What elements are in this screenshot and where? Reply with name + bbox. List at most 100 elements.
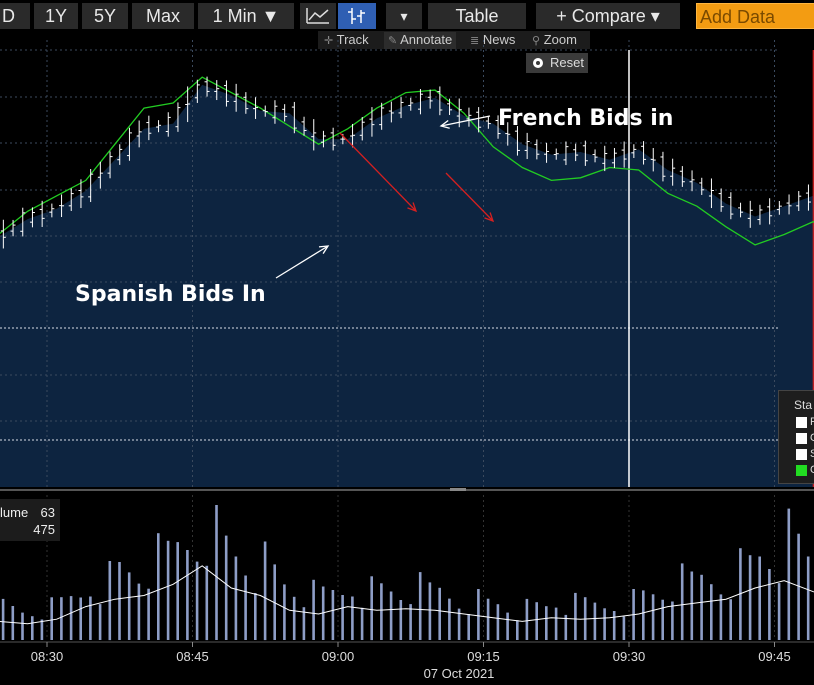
line-chart-icon (306, 8, 329, 24)
volume-bar (612, 611, 616, 640)
price-area (0, 84, 814, 487)
legend-label-o: O (810, 433, 814, 444)
volume-bar (593, 602, 597, 640)
x-tick-label: 09:00 (322, 649, 355, 664)
volume-bar (418, 572, 422, 640)
chart-subtoolbar: ✛ Track ✎ Annotate ≣ News ⚲ Zoom (318, 31, 590, 49)
x-tick-label: 09:30 (613, 649, 646, 664)
range-1y-button[interactable]: 1Y (34, 3, 78, 29)
decline-arrow-2 (445, 172, 494, 222)
volume-bar (283, 584, 286, 640)
volume-bar (351, 596, 354, 640)
volume-bar (806, 556, 810, 640)
spanish-bids-annotation[interactable]: Spanish Bids In (75, 282, 266, 307)
volume-bar (710, 584, 713, 640)
interval-dropdown[interactable]: 1 Min ▼ (198, 3, 294, 29)
zoom-label: Zoom (543, 32, 577, 47)
legend-swatch-s[interactable] (796, 449, 807, 460)
volume-bar (50, 597, 53, 640)
volume-bar (690, 571, 694, 640)
volume-bar (31, 616, 34, 640)
volume-bar (341, 595, 344, 640)
spanish-bids-arrow-head (318, 245, 330, 254)
annotate-tool[interactable]: ✎ Annotate (384, 32, 457, 49)
volume-bar (21, 612, 24, 640)
range-max-button[interactable]: Max (132, 3, 194, 29)
volume-bar (680, 563, 684, 641)
reset-button[interactable]: Reset (526, 53, 588, 73)
legend-label-s: S (810, 448, 814, 460)
volume-bar (370, 576, 373, 641)
volume-bar (748, 555, 752, 640)
add-data-input[interactable]: Add Data (696, 3, 814, 29)
reset-label: Reset (550, 55, 584, 70)
chart-toolbar: D 1Y 5Y Max 1 Min ▼ ▾ Table + Compare ▾ … (0, 0, 814, 32)
decline-arrow-1-head (407, 202, 418, 213)
range-5y-button[interactable]: 5Y (82, 3, 128, 29)
french-bids-arrow-head (439, 119, 450, 129)
volume-bar (380, 583, 383, 640)
volume-bar (157, 533, 160, 640)
legend-label-p: P (810, 416, 814, 428)
table-button[interactable]: Table (428, 3, 526, 29)
french-bids-annotation[interactable]: French Bids in (498, 106, 674, 131)
compare-button[interactable]: + Compare ▾ (536, 3, 680, 29)
volume-bar (564, 614, 568, 640)
chart-type-dropdown[interactable]: ▾ (386, 3, 422, 29)
decline-arrow-1 (339, 132, 417, 212)
volume-bar (205, 565, 209, 641)
volume-bar (399, 600, 403, 640)
volume-bar (496, 604, 500, 640)
volume-bar (700, 574, 703, 641)
annotation-arrows-group (275, 115, 495, 279)
zoom-tool[interactable]: ⚲ Zoom (532, 32, 577, 49)
grid-group (0, 40, 814, 640)
volume-bar (292, 596, 296, 640)
volume-bar (535, 602, 538, 640)
volume-bar (127, 572, 131, 640)
line-chart-button[interactable] (300, 3, 336, 29)
volume-bar (477, 589, 480, 640)
annotate-label: Annotate (400, 32, 453, 47)
price-area-group (0, 84, 814, 487)
volume-bar (797, 533, 800, 640)
ohlc-bar-icon (348, 8, 365, 24)
volume-bar (176, 542, 179, 640)
volume-bar (312, 579, 315, 640)
volume-bar (1, 598, 5, 640)
legend-swatch-o[interactable] (796, 433, 807, 444)
legend-title: Sta (794, 398, 813, 412)
volume-label: lume (0, 505, 29, 520)
volume-legend: lume 63 475 (0, 499, 60, 541)
volume-bar (40, 619, 44, 640)
x-tick-label: 09:45 (758, 649, 791, 664)
volume-bar (768, 569, 771, 640)
range-1d-button[interactable]: D (0, 3, 30, 29)
volume-bar (428, 582, 432, 640)
legend-swatch-p[interactable] (796, 417, 807, 428)
bar-chart-button[interactable] (338, 3, 376, 29)
volume-bar (166, 540, 170, 640)
volume-bar (651, 594, 655, 640)
volume-bar (525, 598, 529, 640)
x-axis-date-label: 07 Oct 2021 (424, 666, 495, 681)
volume-bar (263, 541, 267, 641)
volume-bar (360, 607, 364, 640)
volume-bar (438, 587, 441, 640)
price-bars-group (0, 76, 811, 249)
volume-bar (224, 535, 228, 640)
legend-swatch-c[interactable] (796, 465, 807, 476)
volume-bar (467, 614, 470, 640)
zoom-icon: ⚲ (532, 35, 541, 47)
volume-bar (234, 556, 238, 640)
volume-bar (642, 590, 645, 640)
news-tool[interactable]: ≣ News (470, 32, 515, 49)
track-tool[interactable]: ✛ Track (324, 32, 369, 49)
x-tick-label: 08:45 (176, 649, 209, 664)
volume-bar (60, 597, 63, 640)
stats-legend: Sta P O S C (778, 390, 814, 484)
x-tick-label: 08:30 (31, 649, 64, 664)
volume-value-1: 63 (40, 505, 55, 520)
volume-bar (69, 596, 73, 640)
volume-bar (486, 598, 490, 640)
